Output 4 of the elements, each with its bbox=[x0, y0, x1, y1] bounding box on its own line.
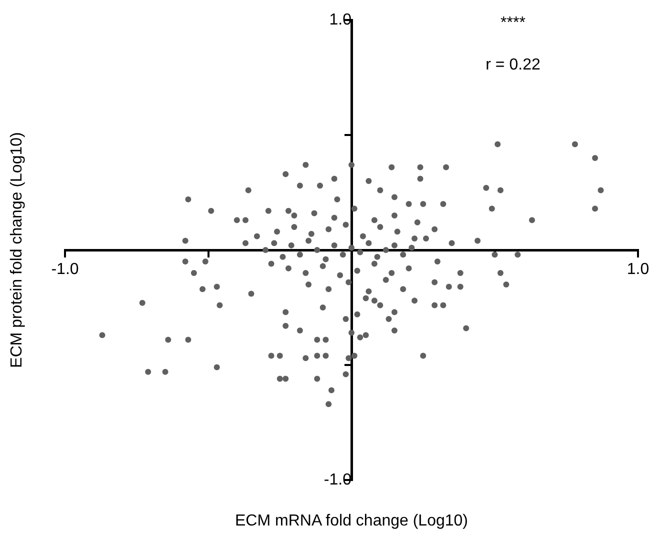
y-axis-title: ECM protein fold change (Log10) bbox=[8, 132, 26, 368]
x-axis-title: ECM mRNA fold change (Log10) bbox=[235, 512, 468, 530]
annotation: **** bbox=[500, 14, 526, 32]
annotation: r = 0.22 bbox=[486, 56, 540, 74]
